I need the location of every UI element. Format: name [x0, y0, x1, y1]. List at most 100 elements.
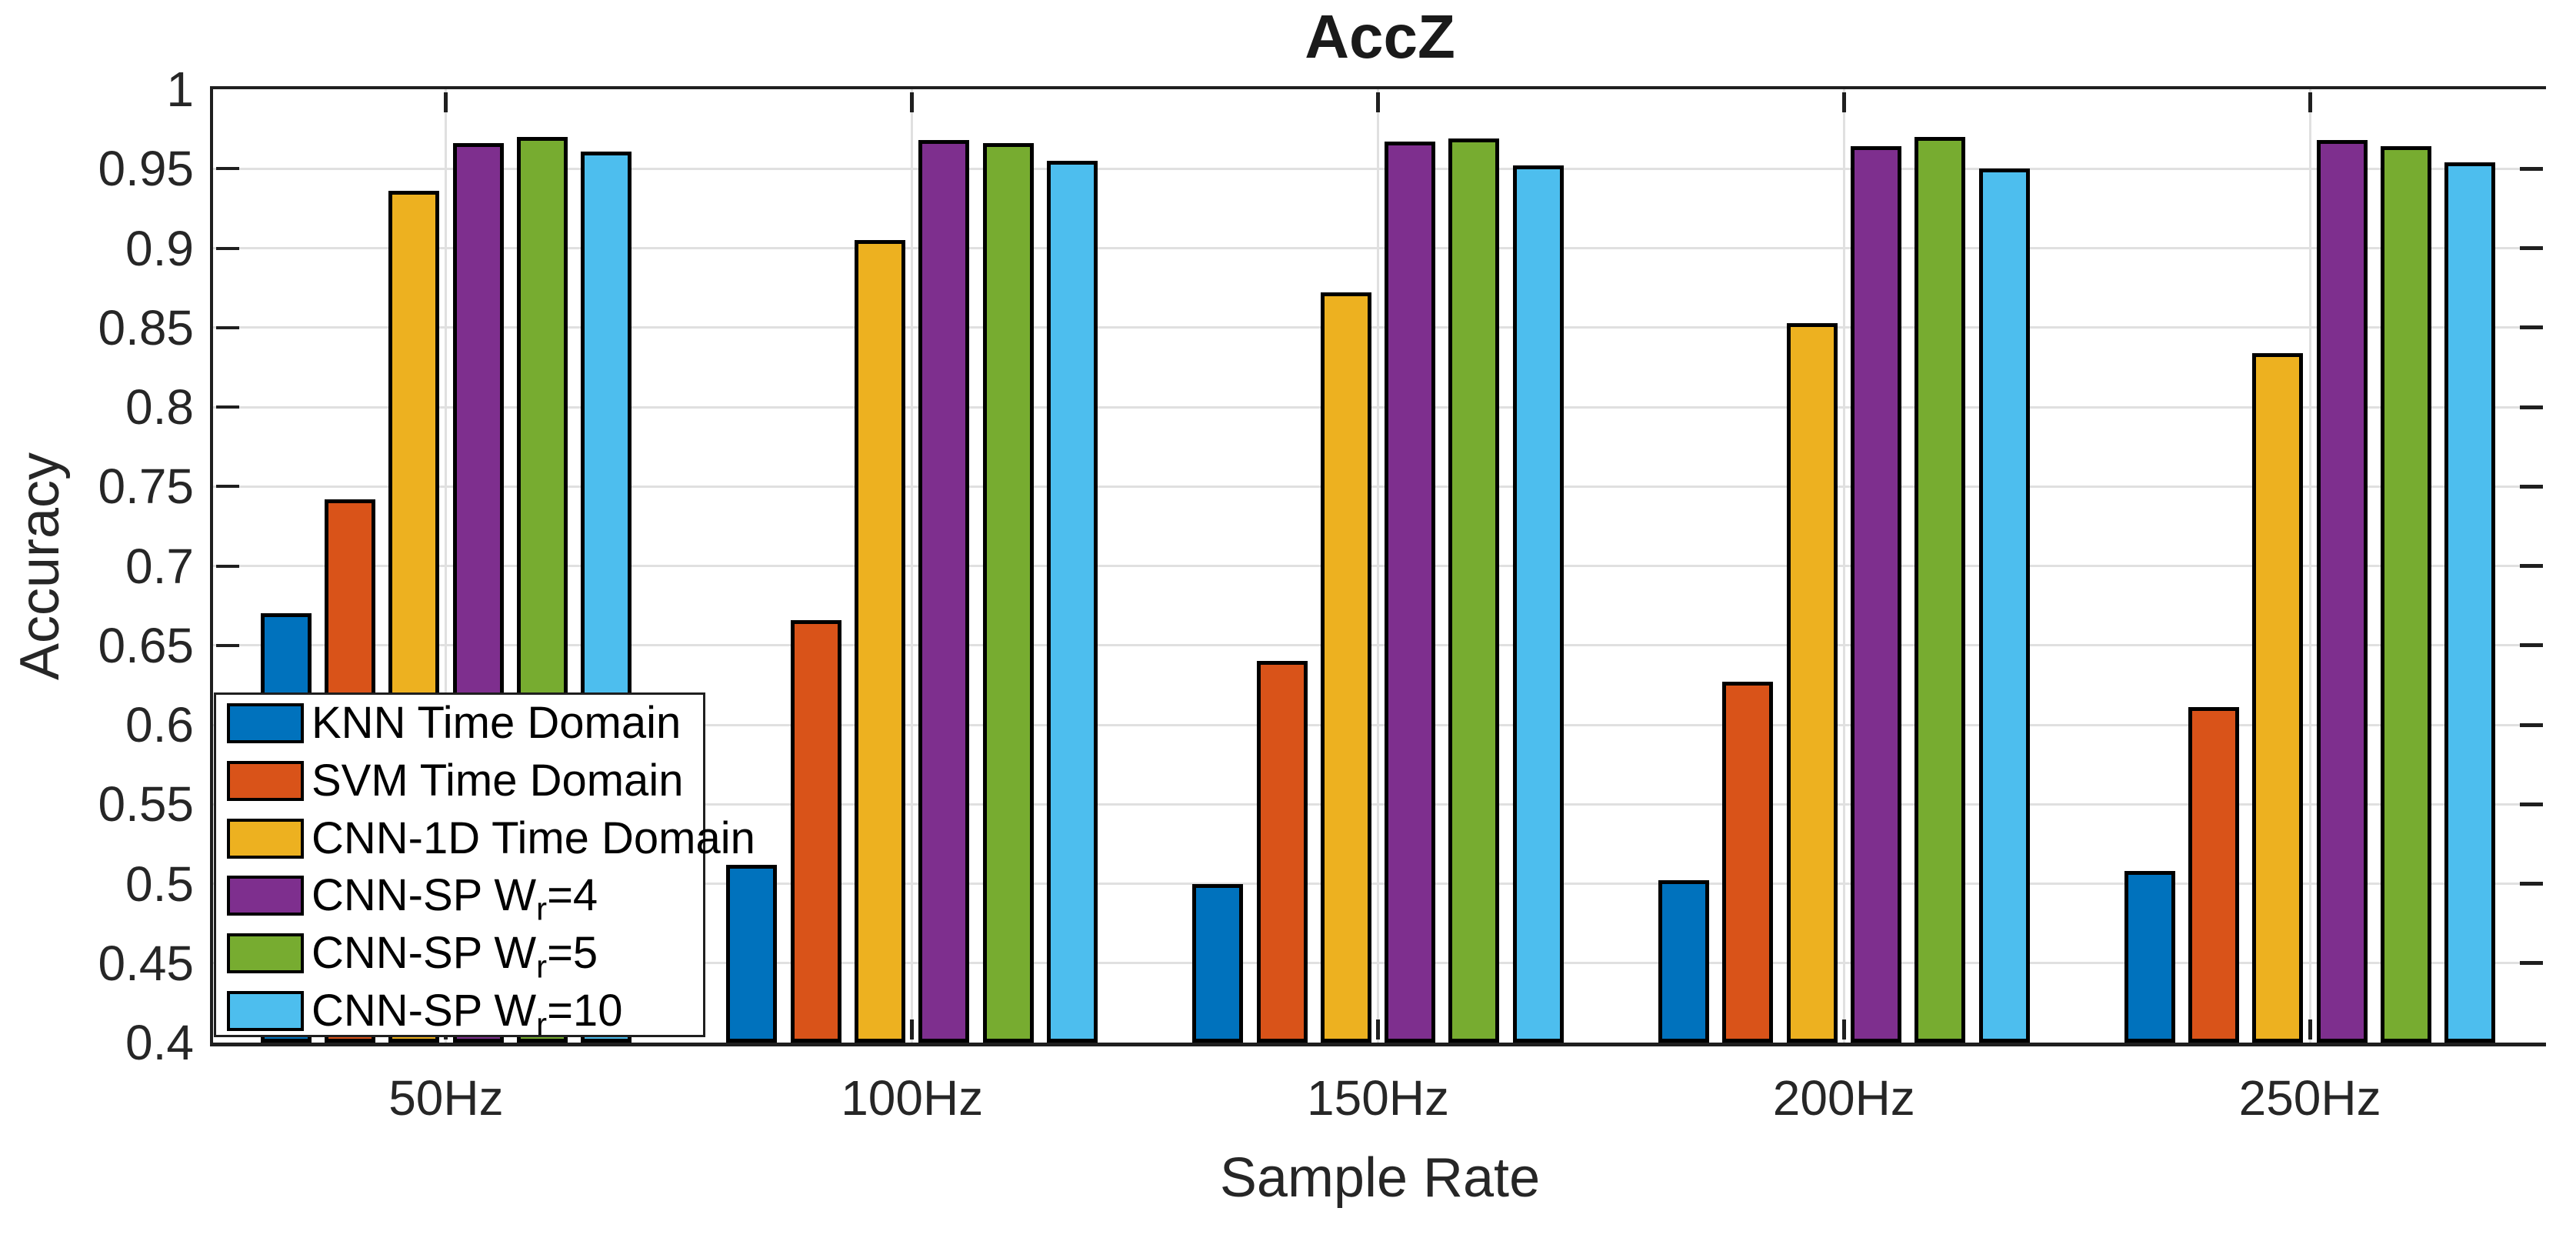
- y-tick-right: [2520, 722, 2543, 727]
- x-tick-label: 100Hz: [841, 1070, 984, 1126]
- legend-label: KNN Time Domain: [312, 698, 681, 749]
- y-tick-label: 1: [166, 62, 194, 117]
- legend-label: CNN-SP Wr=4: [312, 870, 598, 927]
- y-tick-label: 0.95: [98, 141, 194, 197]
- bar-svm-time-domain-100Hz: [790, 619, 841, 1043]
- bar-cnn-sp-wr-4-200Hz: [1850, 146, 1901, 1043]
- legend-item: CNN-1D Time Domain: [216, 809, 755, 867]
- y-tick-label: 0.6: [125, 697, 194, 752]
- legend-label: CNN-SP Wr=5: [312, 927, 598, 985]
- chart-title: AccZ: [1305, 2, 1455, 71]
- y-tick-left: [216, 485, 239, 489]
- x-tick-label: 50Hz: [388, 1070, 504, 1126]
- legend: KNN Time Domain SVM Time Domain CNN-1D Tim…: [214, 692, 755, 1042]
- axis-spine-top: [213, 86, 2546, 89]
- legend-swatch: [227, 760, 304, 801]
- legend-item: KNN Time Domain: [216, 695, 703, 752]
- x-tick-bottom: [1376, 1019, 1380, 1039]
- legend-label: SVM Time Domain: [312, 755, 684, 806]
- legend-item: CNN-SP Wr=4: [216, 867, 703, 927]
- y-tick-left: [216, 167, 239, 171]
- y-tick-left: [216, 405, 239, 409]
- y-tick-right: [2520, 643, 2543, 648]
- bar-knn-time-domain-250Hz: [2124, 870, 2175, 1043]
- bar-cnn-sp-wr-10-250Hz: [2444, 162, 2496, 1043]
- legend-label: CNN-1D Time Domain: [312, 813, 755, 863]
- x-tick-bottom: [910, 1019, 915, 1039]
- x-gridline: [2308, 89, 2311, 1043]
- bar-svm-time-domain-250Hz: [2188, 707, 2240, 1043]
- y-tick-right: [2520, 166, 2543, 171]
- x-gridline: [1842, 89, 1845, 1043]
- y-tick-label: 0.9: [125, 220, 194, 276]
- x-gridline: [1377, 89, 1379, 1043]
- bar-cnn-sp-wr-5-100Hz: [982, 143, 1034, 1043]
- y-tick-label: 0.45: [98, 935, 194, 991]
- bar-cnn-sp-wr-4-150Hz: [1385, 142, 1436, 1043]
- y-tick-right: [2520, 405, 2543, 409]
- bar-cnn-sp-wr-5-200Hz: [1915, 136, 1966, 1043]
- axis-spine-bottom: [210, 1043, 2546, 1046]
- legend-swatch: [227, 990, 304, 1031]
- y-tick-right: [2520, 961, 2543, 966]
- x-tick-top: [1376, 92, 1380, 112]
- bar-cnn-sp-wr-5-250Hz: [2381, 146, 2432, 1043]
- bar-cnn-1d-time-domain-250Hz: [2252, 352, 2304, 1043]
- y-tick-label: 0.75: [98, 459, 194, 515]
- bar-knn-time-domain-200Hz: [1658, 880, 1710, 1043]
- x-tick-top: [444, 92, 448, 112]
- x-tick-top: [2308, 92, 2312, 112]
- bar-cnn-sp-wr-10-150Hz: [1512, 165, 1564, 1043]
- x-tick-label: 200Hz: [1772, 1070, 1915, 1126]
- x-tick-label: 150Hz: [1307, 1070, 1449, 1126]
- bar-cnn-sp-wr-10-200Hz: [1978, 169, 2030, 1043]
- y-tick-left: [216, 246, 239, 250]
- bar-cnn-sp-wr-10-100Hz: [1046, 160, 1098, 1043]
- bar-knn-time-domain-150Hz: [1192, 883, 1244, 1043]
- x-gridline: [445, 89, 448, 1043]
- x-tick-bottom: [2308, 1019, 2312, 1039]
- x-gridline: [911, 89, 914, 1043]
- legend-swatch: [227, 818, 304, 859]
- y-tick-right: [2520, 564, 2543, 568]
- bar-svm-time-domain-200Hz: [1722, 682, 1774, 1043]
- legend-swatch: [227, 876, 304, 916]
- y-tick-label: 0.5: [125, 856, 194, 912]
- axis-spine-left: [210, 86, 213, 1046]
- legend-swatch: [227, 933, 304, 973]
- legend-item: CNN-SP Wr=5: [216, 925, 703, 985]
- y-tick-left: [216, 643, 239, 647]
- legend-label: CNN-SP Wr=10: [312, 985, 623, 1043]
- legend-item: SVM Time Domain: [216, 752, 703, 810]
- bar-cnn-1d-time-domain-100Hz: [855, 240, 906, 1043]
- y-tick-right: [2520, 246, 2543, 250]
- y-tick-label: 0.55: [98, 776, 194, 833]
- x-tick-label: 250Hz: [2238, 1070, 2381, 1126]
- y-tick-right: [2520, 325, 2543, 330]
- x-tick-top: [1841, 92, 1846, 112]
- bar-cnn-sp-wr-4-250Hz: [2316, 140, 2368, 1043]
- y-tick-right: [2520, 484, 2543, 489]
- y-tick-right: [2520, 882, 2543, 886]
- bar-cnn-sp-wr-4-100Hz: [918, 140, 970, 1043]
- bar-cnn-1d-time-domain-150Hz: [1320, 292, 1371, 1043]
- legend-swatch: [227, 703, 304, 744]
- y-tick-left: [216, 325, 239, 329]
- x-tick-top: [910, 92, 915, 112]
- y-tick-label: 0.85: [98, 299, 194, 355]
- bar-knn-time-domain-100Hz: [726, 864, 778, 1043]
- bar-svm-time-domain-150Hz: [1256, 661, 1308, 1043]
- bar-cnn-sp-wr-5-150Hz: [1448, 138, 1500, 1043]
- legend-item: CNN-SP Wr=10: [216, 982, 703, 1042]
- y-tick-label: 0.7: [125, 538, 194, 594]
- x-axis-label: Sample Rate: [1219, 1147, 1541, 1209]
- y-tick-right: [2520, 802, 2543, 806]
- y-tick-label: 0.65: [98, 617, 194, 673]
- bar-cnn-1d-time-domain-200Hz: [1786, 322, 1838, 1043]
- y-tick-label: 0.4: [125, 1015, 194, 1070]
- y-tick-left: [216, 564, 239, 568]
- x-tick-bottom: [1841, 1019, 1846, 1039]
- y-tick-label: 0.8: [125, 379, 194, 435]
